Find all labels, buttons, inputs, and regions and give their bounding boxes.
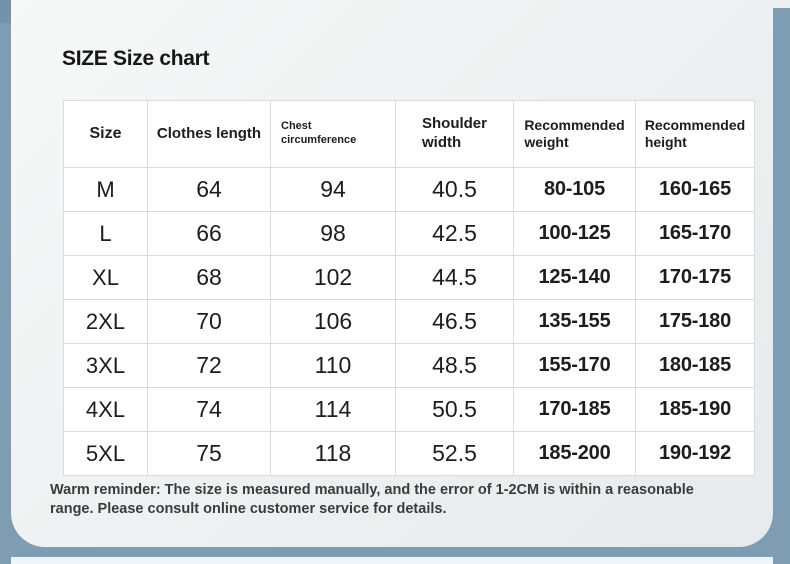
cell-recommended-weight: 135-155 (513, 299, 636, 344)
column-header-chest-circumference-label: Chest circumference (281, 120, 357, 146)
cell-shoulder-width: 46.5 (395, 299, 514, 344)
column-header-recommended-height: Recommended height (635, 100, 755, 168)
table-row: 5XL 75 118 52.5 185-200 190-192 (63, 431, 755, 476)
cell-recommended-weight: 185-200 (513, 431, 636, 476)
frame-left-top-segment (0, 0, 11, 23)
cell-clothes-length: 68 (147, 255, 271, 300)
cell-clothes-length: 66 (147, 211, 271, 256)
content-panel: SIZE Size chart Size Clothes length Ches… (11, 0, 773, 547)
cell-recommended-weight: 155-170 (513, 343, 636, 388)
cell-clothes-length: 75 (147, 431, 271, 476)
column-header-recommended-height-label: Recommended height (644, 116, 746, 151)
column-header-shoulder-width: Shoulder width (395, 100, 514, 168)
cell-chest-circumference: 110 (270, 343, 396, 388)
cell-size: XL (63, 255, 148, 300)
cell-clothes-length: 70 (147, 299, 271, 344)
cell-recommended-height: 160-165 (635, 167, 755, 212)
cell-chest-circumference: 118 (270, 431, 396, 476)
size-table-body: M 64 94 40.5 80-105 160-165 L 66 98 42.5 100-125 16… (63, 167, 755, 476)
cell-chest-circumference: 94 (270, 167, 396, 212)
table-row: 4XL 74 114 50.5 170-185 185-190 (63, 387, 755, 432)
column-header-clothes-length-label: Clothes length (156, 124, 262, 142)
cell-recommended-height: 190-192 (635, 431, 755, 476)
frame-left-bar (0, 0, 11, 564)
table-row: 3XL 72 110 48.5 155-170 180-185 (63, 343, 755, 388)
table-row: M 64 94 40.5 80-105 160-165 (63, 167, 755, 212)
table-row: L 66 98 42.5 100-125 165-170 (63, 211, 755, 256)
cell-recommended-weight: 80-105 (513, 167, 636, 212)
cell-shoulder-width: 40.5 (395, 167, 514, 212)
column-header-recommended-weight-label: Recommended weight (524, 116, 625, 151)
warm-reminder-line-1: Warm reminder: The size is measured manu… (50, 482, 694, 498)
cell-chest-circumference: 102 (270, 255, 396, 300)
cell-recommended-height: 175-180 (635, 299, 755, 344)
cell-shoulder-width: 48.5 (395, 343, 514, 388)
cell-shoulder-width: 50.5 (395, 387, 514, 432)
cell-chest-circumference: 106 (270, 299, 396, 344)
cell-size: L (63, 211, 148, 256)
warm-reminder-note: Warm reminder: The size is measured manu… (50, 481, 740, 519)
table-row: 2XL 70 106 46.5 135-155 175-180 (63, 299, 755, 344)
cell-clothes-length: 74 (147, 387, 271, 432)
cell-recommended-height: 165-170 (635, 211, 755, 256)
column-header-size-label: Size (89, 125, 122, 142)
cell-chest-circumference: 114 (270, 387, 396, 432)
cell-shoulder-width: 42.5 (395, 211, 514, 256)
column-header-recommended-weight: Recommended weight (513, 100, 636, 168)
cell-size: 5XL (63, 431, 148, 476)
cell-clothes-length: 64 (147, 167, 271, 212)
cell-recommended-height: 180-185 (635, 343, 755, 388)
page-title: SIZE Size chart (62, 47, 210, 70)
cell-shoulder-width: 44.5 (395, 255, 514, 300)
cell-shoulder-width: 52.5 (395, 431, 514, 476)
cell-recommended-height: 185-190 (635, 387, 755, 432)
size-table: Size Clothes length Chest circumference … (63, 100, 755, 476)
cell-recommended-weight: 100-125 (513, 211, 636, 256)
cell-size: 2XL (63, 299, 148, 344)
table-row: XL 68 102 44.5 125-140 170-175 (63, 255, 755, 300)
column-header-chest-circumference: Chest circumference (270, 100, 396, 168)
size-table-header: Size Clothes length Chest circumference … (63, 100, 755, 168)
cell-recommended-weight: 125-140 (513, 255, 636, 300)
frame-bottom-band (11, 547, 773, 557)
cell-clothes-length: 72 (147, 343, 271, 388)
cell-recommended-weight: 170-185 (513, 387, 636, 432)
header-row: Size Clothes length Chest circumference … (63, 100, 755, 168)
cell-size: 4XL (63, 387, 148, 432)
cell-chest-circumference: 98 (270, 211, 396, 256)
warm-reminder-line-2: range. Please consult online customer se… (50, 500, 447, 517)
column-header-clothes-length: Clothes length (147, 100, 271, 168)
column-header-size: Size (63, 100, 148, 168)
column-header-shoulder-width-label: Shoulder width (421, 115, 487, 151)
cell-size: M (63, 167, 148, 212)
cell-size: 3XL (63, 343, 148, 388)
frame-right-top-gap (773, 0, 790, 8)
frame-right-bar (773, 8, 790, 564)
cell-recommended-height: 170-175 (635, 255, 755, 300)
